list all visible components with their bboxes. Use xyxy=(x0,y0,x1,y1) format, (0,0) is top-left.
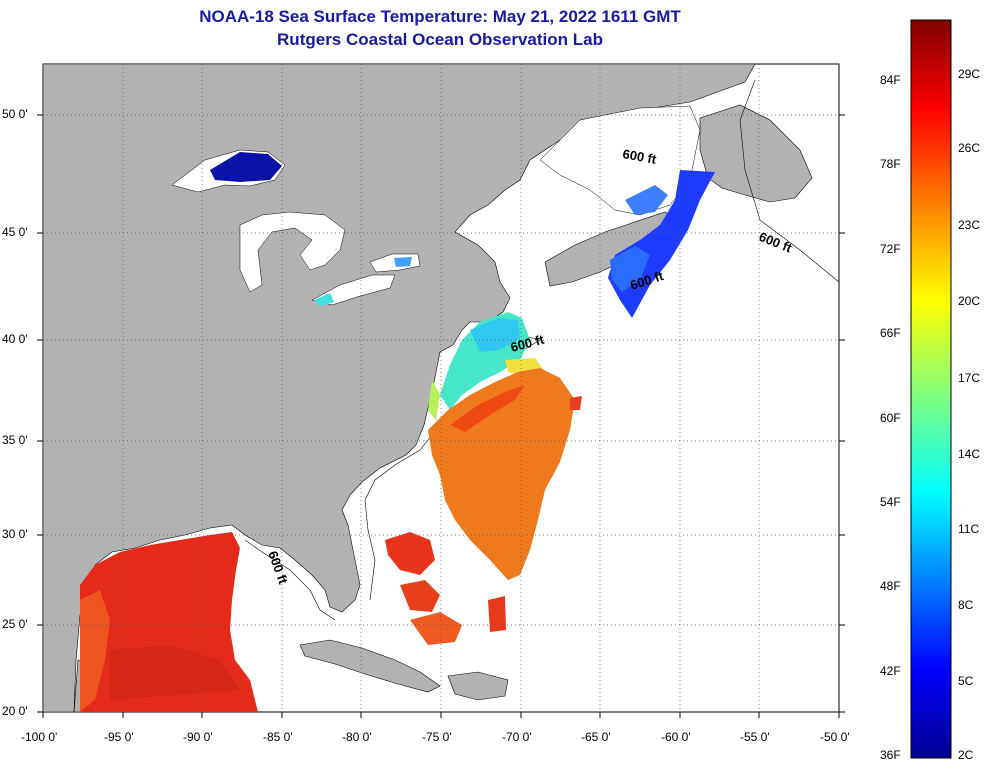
sst-patch-gulf xyxy=(625,185,668,215)
lat-label: 25 0' xyxy=(2,617,28,631)
colorbar-c-label: 29C xyxy=(958,67,981,81)
graticule xyxy=(43,64,839,712)
lon-label: -70 0' xyxy=(502,730,532,744)
land-cuba xyxy=(299,639,441,693)
lat-label: 50 0' xyxy=(2,107,28,121)
sst-warm-scatter xyxy=(400,580,440,612)
isobath-label: 600 ft xyxy=(621,146,658,167)
isobath-line xyxy=(244,539,336,621)
colorbar-f-label: 72F xyxy=(880,242,901,256)
colorbar-c-label: 20C xyxy=(958,294,981,308)
colorbar-f-label: 78F xyxy=(880,157,901,171)
colorbar-f-label: 48F xyxy=(880,579,901,593)
colorbar-c-label: 14C xyxy=(958,447,981,461)
lake-ontario-sst xyxy=(394,257,412,267)
colorbar-f-label: 54F xyxy=(880,495,901,509)
axis-ticks xyxy=(37,114,845,718)
lat-label: 40 0' xyxy=(2,332,28,346)
lake-erie xyxy=(311,274,396,306)
lon-label: -50 0' xyxy=(820,730,850,744)
sst-shelf-cyan xyxy=(470,318,520,352)
lon-label: -75 0' xyxy=(422,730,452,744)
lon-label: -100 0' xyxy=(21,730,58,744)
colorbar-c-label: 17C xyxy=(958,371,981,385)
sst-warm-scatter xyxy=(385,532,435,575)
colorbar-c-label: 8C xyxy=(958,598,974,612)
colorbar-c-label: 2C xyxy=(958,748,974,762)
colorbar-f-label: 84F xyxy=(880,73,901,87)
colorbar-f-label: 60F xyxy=(880,411,901,425)
map-title: NOAA-18 Sea Surface Temperature: May 21,… xyxy=(199,7,681,26)
lon-label: -90 0' xyxy=(183,730,213,744)
lon-label: -55 0' xyxy=(740,730,770,744)
lake-erie-sst xyxy=(314,293,334,306)
sst-swath-north-light xyxy=(610,246,650,292)
land-north-america xyxy=(43,64,756,712)
colorbar-f-label: 66F xyxy=(880,326,901,340)
lon-label: -60 0' xyxy=(661,730,691,744)
sst-warm-scatter xyxy=(488,596,506,632)
land-hispaniola xyxy=(447,671,509,701)
colorbar-c-label: 26C xyxy=(958,141,981,155)
lon-label: -85 0' xyxy=(263,730,293,744)
lon-label: -80 0' xyxy=(342,730,372,744)
isobath-line xyxy=(739,79,839,283)
lat-label: 30 0' xyxy=(2,527,28,541)
lat-label: 45 0' xyxy=(2,225,28,239)
sst-gulf-of-mexico-west xyxy=(80,590,110,712)
colorbar-f-label: 36F xyxy=(880,748,901,762)
sst-warm-scatter xyxy=(570,396,582,410)
sst-warm-scatter xyxy=(410,612,462,645)
map-subtitle: Rutgers Coastal Ocean Observation Lab xyxy=(277,30,603,49)
lat-label: 20 0' xyxy=(2,704,28,718)
colorbar-f-label: 42F xyxy=(880,664,901,678)
lake-michigan-huron xyxy=(239,211,346,293)
colorbar xyxy=(910,19,952,759)
sst-gulf-of-mexico-south xyxy=(110,645,240,700)
lake-superior-sst xyxy=(210,152,282,182)
colorbar-c-label: 11C xyxy=(958,522,980,536)
sst-gulf-stream-core xyxy=(450,385,525,432)
colorbar-c-label: 5C xyxy=(958,674,974,688)
lon-label: -65 0' xyxy=(581,730,611,744)
sst-shelf-green xyxy=(428,380,440,420)
lon-label: -95 0' xyxy=(104,730,134,744)
colorbar-c-label: 23C xyxy=(958,218,981,232)
lat-label: 35 0' xyxy=(2,433,28,447)
